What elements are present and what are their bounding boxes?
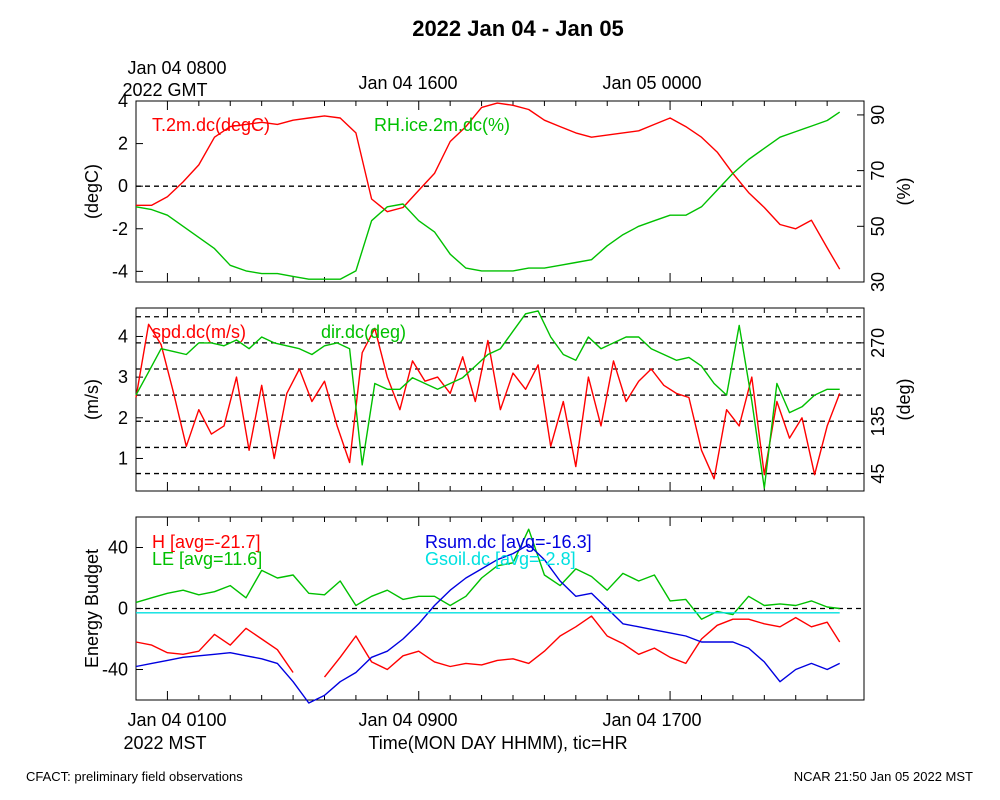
y-tick-label-left: 2 [118, 408, 128, 428]
footer-left: CFACT: preliminary field observations [26, 769, 243, 784]
legend-dir-dc-deg: dir.dc(deg) [321, 322, 406, 342]
panel-wind: 1 2 3 4 45 135 270 (m/s) (deg) spd.dc(m/s) dir.dc(… [82, 307, 914, 492]
panel-frame [135, 307, 865, 492]
y-axis-label-left: (m/s) [82, 379, 102, 420]
panel-energy-budget: -40 0 40 Energy Budget H [avg=-21.7]LE [avg=… [82, 516, 865, 704]
y-tick-label-left: 3 [118, 367, 128, 387]
legend-rsum-dc: Rsum.dc [avg=-16.3] [425, 532, 592, 552]
legend-t-2m-dc-degc: T.2m.dc(degC) [152, 115, 270, 135]
legend-le: LE [avg=11.6] [152, 549, 262, 569]
footer-right: NCAR 21:50 Jan 05 2022 MST [794, 769, 973, 784]
series-line-spd-dc-m-s [135, 323, 841, 480]
top-axis-label-2: Jan 04 1600 [358, 73, 457, 93]
series-line-h [135, 615, 841, 678]
y-axis-label-left: Energy Budget [82, 549, 102, 668]
y-tick-label-left: 4 [118, 326, 128, 346]
y-tick-label-right: 50 [868, 216, 888, 236]
series-line-rsum-dc [135, 543, 841, 704]
legend-spd-dc-m-s: spd.dc(m/s) [152, 322, 246, 342]
y-tick-label-left: 40 [108, 538, 128, 558]
y-tick-label-left: 4 [118, 91, 128, 111]
y-tick-label-left: -2 [112, 219, 128, 239]
y-tick-label-left: 1 [118, 448, 128, 468]
y-tick-label-right: 70 [868, 161, 888, 181]
bottom-axis-sublabel: 2022 MST [123, 733, 206, 753]
y-tick-label-left: 0 [118, 599, 128, 619]
bottom-axis-label-3: Jan 04 1700 [602, 710, 701, 730]
bottom-axis-label-2: Jan 04 0900 [358, 710, 457, 730]
y-tick-label-left: -4 [112, 261, 128, 281]
series-line-rh-ice-2m-dc [135, 111, 841, 280]
y-tick-label-left: 2 [118, 134, 128, 154]
chart-title: 2022 Jan 04 - Jan 05 [412, 16, 624, 41]
series-line-t-2m-dc-degc [136, 102, 841, 270]
y-axis-label-right: (deg) [894, 378, 914, 420]
x-axis-label: Time(MON DAY HHMM), tic=HR [368, 733, 627, 753]
y-axis-label-right: (%) [894, 178, 914, 206]
y-tick-label-left: 0 [118, 176, 128, 196]
y-tick-label-right: 45 [868, 464, 888, 484]
series-line-dir-dc-deg [135, 310, 840, 489]
top-axis-label-3: Jan 05 0000 [602, 73, 701, 93]
legend-h: H [avg=-21.7] [152, 532, 261, 552]
legend-gsoil-dc: Gsoil.dc [avg=-2.8] [425, 549, 576, 569]
y-tick-label-right: 270 [868, 328, 888, 358]
top-axis-label-1: Jan 04 0800 [127, 58, 226, 78]
y-axis-label-left: (degC) [82, 164, 102, 219]
y-tick-label-right: 90 [868, 105, 888, 125]
top-axis-sublabel: 2022 GMT [122, 80, 207, 100]
legend-rh-ice-2m-dc: RH.ice.2m.dc(%) [374, 115, 510, 135]
panel-temperature-rh: -4 -2 0 2 4 30 50 70 90 (degC) (%) T.2m.dc(degC) RH.… [82, 91, 914, 292]
panel-frame [135, 100, 865, 283]
y-tick-label-left: -40 [102, 660, 128, 680]
bottom-axis-label-1: Jan 04 0100 [127, 710, 226, 730]
y-tick-label-right: 30 [868, 272, 888, 292]
y-tick-label-right: 135 [868, 406, 888, 436]
